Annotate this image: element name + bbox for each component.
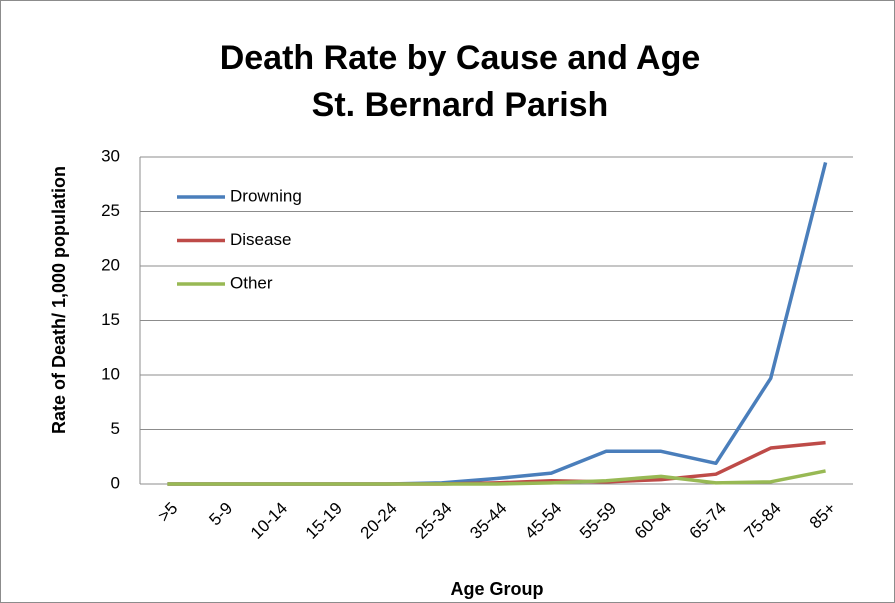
legend-label: Drowning [230, 186, 302, 205]
y-axis-title: Rate of Death/ 1,000 population [49, 166, 69, 434]
y-tick-label: 20 [101, 255, 120, 274]
legend-label: Disease [230, 230, 291, 249]
legend-label: Other [230, 273, 273, 292]
y-tick-label: 0 [111, 473, 120, 492]
y-tick-label: 10 [101, 364, 120, 383]
y-tick-label: 5 [111, 419, 120, 438]
chart-title: Death Rate by Cause and Age [220, 39, 701, 77]
series-line [167, 469, 826, 486]
y-tick-label: 15 [101, 310, 120, 329]
y-tick-label: 25 [101, 201, 120, 220]
y-tick-label: 30 [101, 146, 120, 165]
chart-subtitle: St. Bernard Parish [312, 86, 609, 124]
x-axis-title: Age Group [451, 579, 544, 599]
